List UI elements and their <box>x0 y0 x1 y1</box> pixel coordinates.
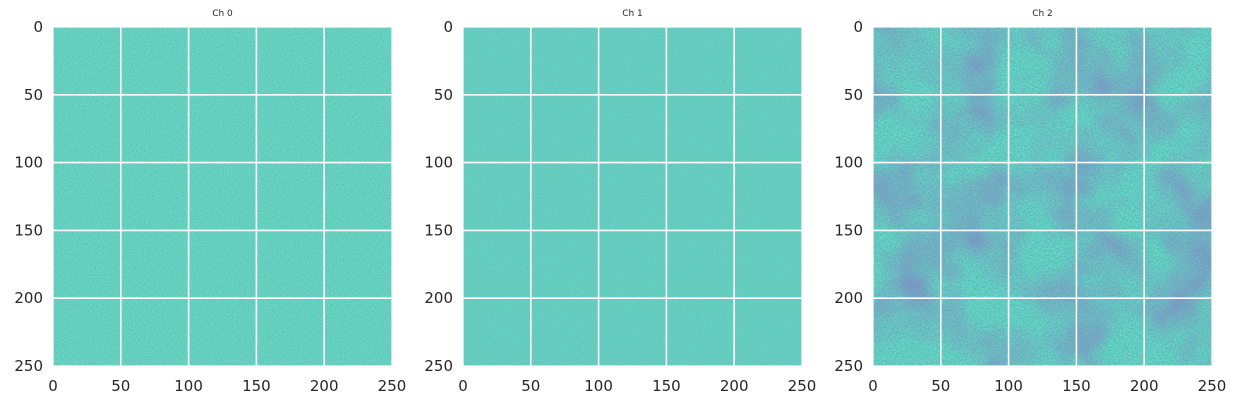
y-tick-label: 200 <box>424 289 453 307</box>
x-tick-label: 150 <box>652 377 681 395</box>
x-tick-label: 200 <box>720 377 749 395</box>
heatmap-panel: Ch 2 0 50 100 150 200 250 0 50 100 150 200 250 <box>834 9 1226 395</box>
y-tick-label: 150 <box>424 221 453 239</box>
x-tick-label: 0 <box>48 377 58 395</box>
x-tick-label: 250 <box>378 377 407 395</box>
y-tick-label: 150 <box>834 221 863 239</box>
axes-frame <box>462 26 803 367</box>
y-tick-label: 50 <box>24 86 43 104</box>
y-tick-label: 0 <box>853 18 863 36</box>
y-tick-label: 100 <box>14 154 43 172</box>
x-tick-label: 0 <box>458 377 468 395</box>
heatmap-panel: Ch 1 0 50 100 150 200 250 0 50 100 150 200 250 <box>424 9 816 395</box>
y-tick-label: 250 <box>424 357 453 375</box>
y-tick-label: 0 <box>443 18 453 36</box>
panel-title: Ch 1 <box>622 9 643 19</box>
heatmap-texture <box>873 27 1212 366</box>
x-tick-label: 250 <box>1198 377 1227 395</box>
y-tick-label: 100 <box>834 154 863 172</box>
heatmap-panel: Ch 0 0 50 100 150 200 250 0 50 100 150 200 250 <box>14 9 406 395</box>
y-tick-label: 50 <box>844 86 863 104</box>
x-tick-label: 150 <box>1062 377 1091 395</box>
x-tick-label: 250 <box>788 377 817 395</box>
y-tick-label: 250 <box>834 357 863 375</box>
heatmap-texture <box>53 27 392 366</box>
y-tick-label: 200 <box>834 289 863 307</box>
panel-title: Ch 0 <box>212 9 233 19</box>
axes-frame <box>52 26 393 367</box>
x-tick-label: 150 <box>242 377 271 395</box>
x-tick-label: 100 <box>174 377 203 395</box>
x-tick-label: 200 <box>1130 377 1159 395</box>
y-tick-label: 200 <box>14 289 43 307</box>
x-tick-label: 50 <box>521 377 540 395</box>
x-tick-label: 200 <box>310 377 339 395</box>
y-tick-label: 50 <box>434 86 453 104</box>
axes-frame <box>872 26 1213 367</box>
x-tick-label: 100 <box>584 377 613 395</box>
heatmap-texture <box>463 27 802 366</box>
x-tick-label: 50 <box>931 377 950 395</box>
x-tick-label: 0 <box>868 377 878 395</box>
y-tick-label: 250 <box>14 357 43 375</box>
x-tick-label: 100 <box>994 377 1023 395</box>
y-tick-label: 150 <box>14 221 43 239</box>
panel-title: Ch 2 <box>1032 9 1053 19</box>
x-tick-label: 50 <box>111 377 130 395</box>
y-tick-label: 0 <box>33 18 43 36</box>
y-tick-label: 100 <box>424 154 453 172</box>
